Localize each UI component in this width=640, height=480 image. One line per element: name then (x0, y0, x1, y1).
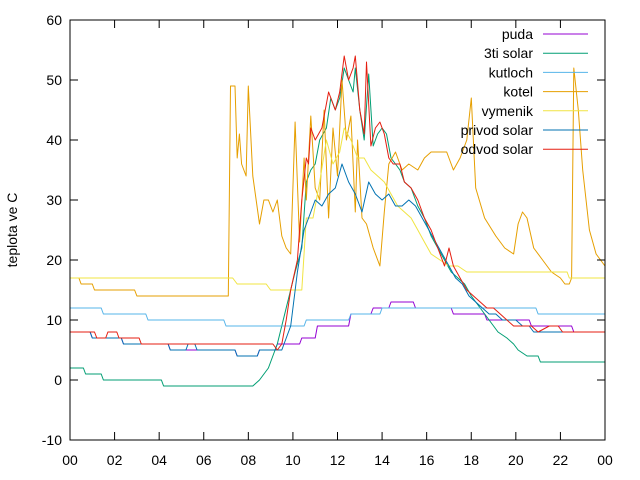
y-tick-label: 50 (46, 72, 62, 88)
x-tick-label: 10 (285, 452, 301, 468)
x-tick-label: 00 (597, 452, 613, 468)
x-tick-label: 02 (107, 452, 123, 468)
x-tick-label: 06 (196, 452, 212, 468)
x-tick-label: 14 (374, 452, 390, 468)
x-tick-label: 04 (151, 452, 167, 468)
y-tick-label: 20 (46, 252, 62, 268)
legend-label-puda: puda (502, 26, 533, 42)
x-tick-label: 12 (330, 452, 346, 468)
series-layer (70, 55, 606, 387)
y-tick-label: -10 (42, 432, 62, 448)
x-tick-label: 22 (553, 452, 569, 468)
x-tick-label: 16 (419, 452, 435, 468)
legend-label-kotel: kotel (503, 84, 533, 100)
legend-label-privod-solar: privod solar (461, 122, 534, 138)
y-tick-label: 40 (46, 132, 62, 148)
y-tick-label: 0 (54, 372, 62, 388)
legend: puda 3ti solar kutloch kotel vymenik privod s… (461, 26, 588, 157)
legend-label-vymenik: vymenik (482, 103, 534, 119)
y-axis-label: teplota ve C (4, 193, 20, 268)
x-tick-label: 08 (241, 452, 257, 468)
series-line-odvod-solar (70, 55, 605, 351)
legend-label-kutloch: kutloch (489, 64, 533, 80)
y-tick-label: 60 (46, 12, 62, 28)
legend-label-3ti-solar: 3ti solar (484, 45, 533, 61)
ticks-layer: -10 0 10 20 30 40 50 60 00 02 04 06 08 10 12 14 16 18 20 22… (42, 12, 613, 468)
series-line-kotel (70, 67, 606, 297)
legend-label-odvod-solar: odvod solar (461, 141, 534, 157)
series-line-kutloch (70, 307, 605, 327)
y-tick-label: 30 (46, 192, 62, 208)
y-tick-label: 10 (46, 312, 62, 328)
x-tick-label: 20 (508, 452, 524, 468)
x-tick-label: 00 (62, 452, 78, 468)
x-tick-label: 18 (463, 452, 479, 468)
series-line-vymenik (70, 127, 605, 291)
